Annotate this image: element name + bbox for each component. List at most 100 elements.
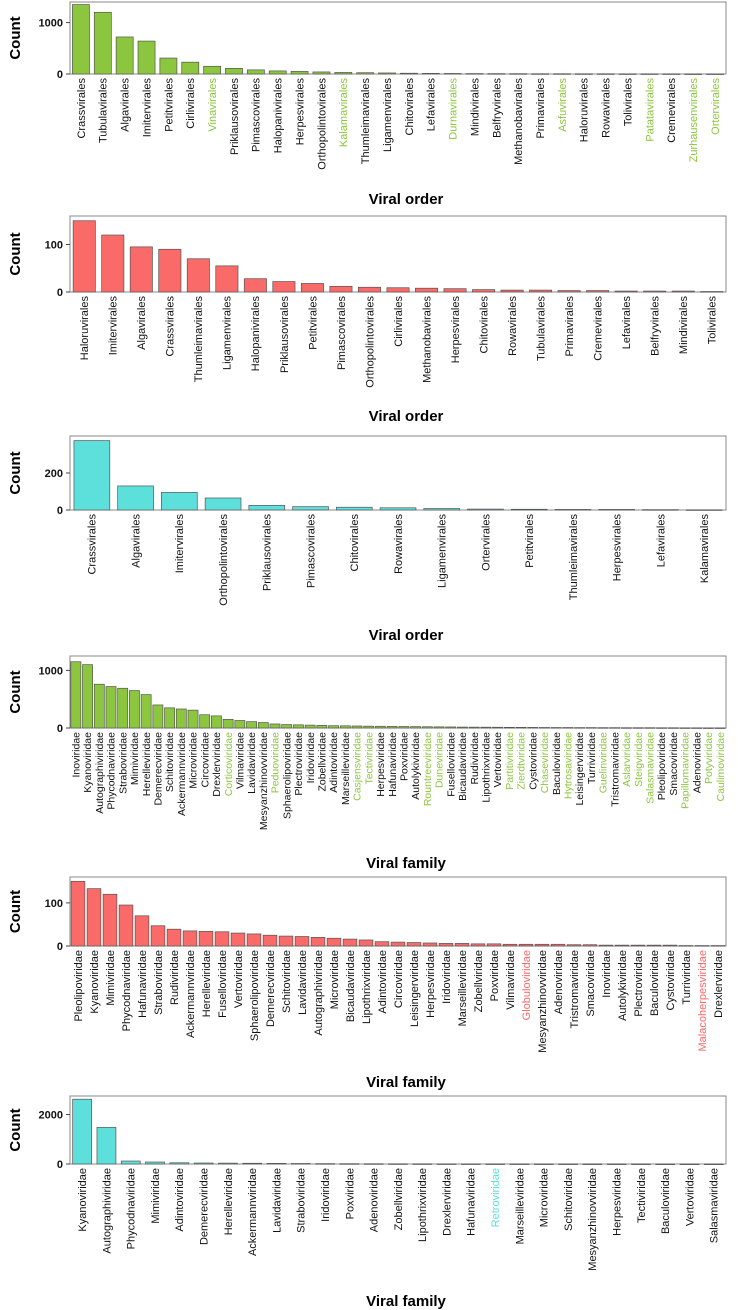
x-tick-label-poxviridae: Poxviridae: [344, 1168, 356, 1219]
x-tick-label-cirlivirales: Cirlivirales: [185, 78, 197, 129]
x-tick-label-petitvirales: Petitvirales: [524, 514, 536, 568]
y-tick-label: 100: [45, 240, 63, 252]
y-tick-label: 0: [57, 723, 63, 735]
x-tick-label-bicaudaviridae: Bicaudaviridae: [457, 732, 469, 801]
x-tick-label-priklausovirales: Priklausovirales: [279, 296, 291, 374]
x-tick-label-patatavirales: Patatavirales: [644, 78, 656, 142]
y-tick-label: 0: [57, 505, 63, 517]
bar-demerecviridae: [152, 704, 164, 729]
x-tick-label-autographiviridae: Autographiviridae: [313, 950, 325, 1036]
bar-vertoviridae: [492, 726, 503, 729]
bar-potyviridae: [703, 727, 714, 729]
x-tick-label-inoviridae: Inoviridae: [71, 732, 83, 778]
bar-aslarviridae: [621, 727, 632, 729]
x-tick-label-zobellviridae: Zobellviridae: [317, 732, 329, 792]
y-axis-title: Count: [7, 890, 24, 933]
bar-hytrosaviridae: [562, 727, 574, 729]
x-tick-label-halopanivirales: Halopanivirales: [250, 296, 262, 372]
plot-frame: [69, 1, 727, 75]
bar-peduoviridae: [269, 723, 281, 729]
x-tick-label-sphaerolipoviridae: Sphaerolipoviridae: [281, 732, 293, 819]
x-tick-label-algavirales: Algavirales: [120, 78, 132, 132]
bar-fuselloviridae: [214, 931, 230, 947]
x-tick-label-poxviridae: Poxviridae: [399, 732, 411, 781]
bar-rowavirales: [500, 289, 524, 293]
x-tick-label-turriviridae: Turriviridae: [586, 732, 598, 784]
bar-globuloviridae: [518, 943, 534, 947]
bar-vilmaviridae: [234, 720, 246, 729]
x-tick-label-lavidaviridae: Lavidaviridae: [297, 950, 309, 1015]
x-tick-label-ligamenvirales: Ligamenvirales: [437, 514, 449, 588]
bar-cremevirales: [586, 290, 610, 293]
bar-vertoviridae: [230, 932, 246, 947]
bar-fuselloviridae: [445, 726, 457, 729]
x-tick-label-salasmaviridae: Salasmaviridae: [645, 732, 657, 804]
bar-ortervirales: [706, 73, 724, 75]
bar-vertoviridae: [679, 1163, 700, 1165]
x-tick-label-demerecviridae: Demerecviridae: [153, 732, 165, 806]
bar-herpesvirales: [443, 288, 467, 293]
bar-priklausovirales: [225, 67, 243, 75]
bar-rowavirales: [379, 507, 417, 511]
bar-tubulavirales: [93, 11, 112, 75]
bar-herelleviridae: [218, 1162, 238, 1165]
bar-petitvirales: [300, 283, 324, 293]
bar-kyanoviridae: [82, 664, 93, 729]
bar-zurhausenvirales: [684, 73, 703, 75]
x-tick-label-imitervirales: Imitervirales: [108, 296, 120, 356]
bar-iridoviridae: [315, 1163, 335, 1165]
bar-belfryvirales: [487, 73, 506, 75]
x-tick-label-orthopolintovirales: Orthopolintovirales: [364, 296, 376, 388]
x-tick-label-partitiviridae: Partitiviridae: [504, 732, 516, 790]
bar-imitervirales: [137, 40, 156, 75]
x-tick-label-casjensviridae: Casjensviridae: [352, 732, 364, 801]
bar-phycodnaviridae: [118, 904, 134, 947]
panel-2: 0 100 Count Haloruvirales Imitervirales Algav…: [7, 215, 727, 425]
bar-baculoviridae: [646, 944, 662, 947]
x-tick-label-fuselloviridae: Fuselloviridae: [445, 732, 457, 797]
x-tick-label-rowavirales: Rowavirales: [393, 514, 405, 574]
bar-leisingerviridae: [574, 727, 585, 729]
bar-lefavirales: [642, 509, 679, 511]
bar-autographiviridae: [93, 683, 105, 729]
bar-baculoviridae: [655, 1163, 676, 1165]
bar-mindivirales: [671, 290, 695, 293]
bar-poxviridae: [398, 726, 410, 729]
x-tick-label-tubulavirales: Tubulavirales: [98, 78, 110, 144]
bar-malacoherpesviridae: [694, 945, 710, 947]
bar-chitovirales: [335, 506, 373, 511]
bar-circoviridae: [390, 941, 406, 947]
bar-adintoviridae: [328, 725, 339, 729]
x-tick-label-cirlivirales: Cirlivirales: [393, 296, 405, 347]
bar-lavidaviridae: [246, 721, 257, 729]
x-tick-label-herpesvirales: Herpesvirales: [612, 514, 624, 582]
x-tick-label-phycodnaviridae: Phycodnaviridae: [126, 1168, 138, 1249]
x-tick-label-chitovirales: Chitovirales: [404, 78, 416, 136]
x-tick-label-mimiviridae: Mimiviridae: [150, 1168, 162, 1224]
bar-herpesvirales: [290, 71, 309, 75]
bar-adenoviridae: [550, 943, 566, 947]
bar-salasmaviridae: [644, 727, 656, 729]
bar-mesyanzhinovviridae: [257, 722, 269, 729]
bar-turriviridae: [585, 727, 597, 729]
y-tick-label: 0: [57, 941, 63, 953]
bar-ackermannviridae: [182, 930, 198, 947]
bar-lavidaviridae: [294, 936, 310, 947]
x-tick-label-drexlerviridae: Drexlerviridae: [713, 950, 725, 1018]
bar-algavirales: [117, 485, 154, 511]
bar-lipothrixviridae: [412, 1163, 433, 1165]
bar-inoviridae: [598, 944, 614, 947]
x-tick-label-cystoviridae: Cystoviridae: [527, 732, 539, 790]
x-tick-label-haloruvirales: Haloruvirales: [579, 78, 591, 143]
x-tick-label-adenoviridae: Adenoviridae: [691, 732, 703, 793]
x-tick-label-pimascovirales: Pimascovirales: [305, 514, 317, 588]
bar-schitoviridae: [278, 935, 294, 947]
x-tick-label-hafunaviridae: Hafunaviridae: [387, 732, 399, 797]
x-tick-label-autolykiviridae: Autolykiviridae: [410, 732, 422, 800]
x-tick-label-herpesviridae: Herpesviridae: [425, 950, 437, 1018]
x-tick-label-mindivirales: Mindivirales: [469, 78, 481, 137]
x-tick-label-corticoviridae: Corticoviridae: [223, 732, 235, 796]
x-tick-label-globuloviridae: Globuloviridae: [521, 950, 533, 1020]
x-tick-label-retroviridae: Retroviridae: [490, 1168, 502, 1227]
x-tick-label-smacoviridae: Smacoviridae: [585, 950, 597, 1017]
